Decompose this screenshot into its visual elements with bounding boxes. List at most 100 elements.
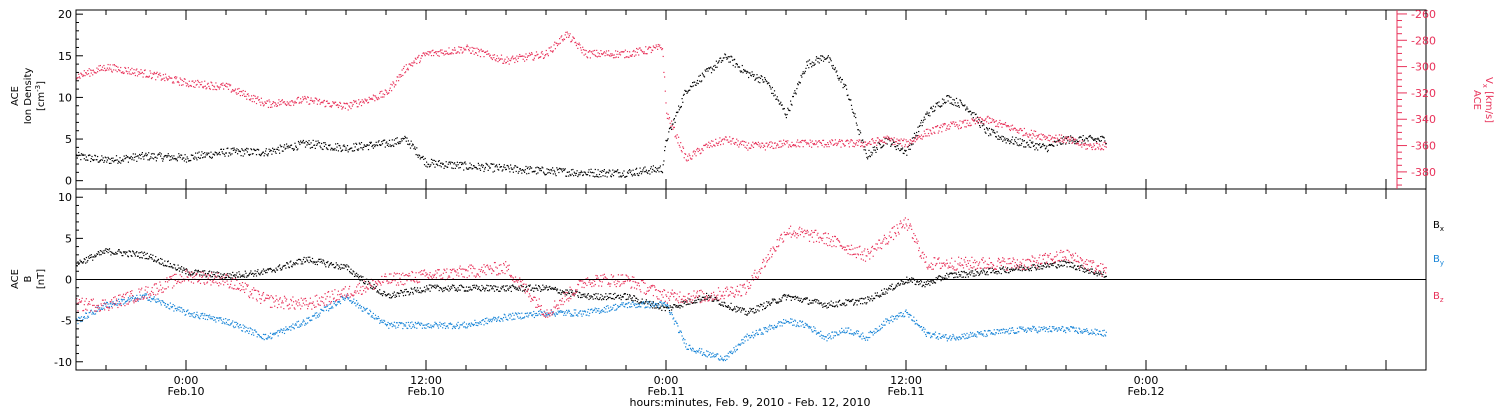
data-point xyxy=(845,299,847,301)
data-point xyxy=(411,321,413,323)
data-point xyxy=(188,160,190,162)
data-point xyxy=(581,52,583,54)
data-point xyxy=(176,269,178,271)
data-point xyxy=(239,151,241,153)
data-point xyxy=(269,106,272,109)
data-point xyxy=(682,101,684,103)
data-point xyxy=(213,153,215,155)
data-point xyxy=(756,305,758,307)
data-point xyxy=(511,285,513,287)
data-point xyxy=(390,83,392,85)
data-point xyxy=(699,295,701,297)
data-point xyxy=(519,289,521,291)
data-point xyxy=(374,287,377,289)
data-point xyxy=(880,295,882,297)
data-point xyxy=(830,143,832,145)
data-point xyxy=(811,146,813,148)
data-point xyxy=(563,169,565,172)
data-point xyxy=(398,295,400,297)
data-point xyxy=(137,255,139,257)
data-point xyxy=(209,274,211,277)
data-point xyxy=(976,120,979,122)
data-point xyxy=(202,87,204,89)
data-point xyxy=(733,308,735,310)
data-point xyxy=(274,105,276,107)
data-point xyxy=(679,307,681,309)
data-point xyxy=(93,71,95,73)
data-point xyxy=(509,285,511,287)
data-point xyxy=(857,141,860,143)
data-point xyxy=(905,139,907,141)
data-point xyxy=(381,319,383,321)
data-point xyxy=(1025,132,1027,135)
data-point xyxy=(867,298,869,300)
data-point xyxy=(636,47,638,50)
data-point xyxy=(297,96,299,99)
data-point xyxy=(549,47,551,49)
data-point xyxy=(402,137,404,140)
data-point xyxy=(510,58,512,60)
data-point xyxy=(202,86,204,88)
data-point xyxy=(397,76,399,78)
data-point xyxy=(892,140,895,142)
data-point xyxy=(143,155,146,157)
data-point xyxy=(96,67,98,69)
data-point xyxy=(402,138,405,140)
data-point xyxy=(730,55,732,57)
data-point xyxy=(626,293,629,296)
data-point xyxy=(761,303,763,306)
data-point xyxy=(731,56,733,58)
data-point xyxy=(238,150,240,152)
data-point xyxy=(89,75,91,77)
data-point xyxy=(1088,135,1091,137)
data-point xyxy=(472,284,474,287)
data-point xyxy=(268,268,270,270)
data-point xyxy=(186,310,188,312)
data-point xyxy=(419,287,421,289)
data-point xyxy=(82,262,84,264)
data-point xyxy=(654,46,656,49)
data-point xyxy=(370,98,372,100)
data-point xyxy=(503,166,505,168)
data-point xyxy=(765,306,767,308)
data-point xyxy=(871,295,873,297)
data-point xyxy=(483,56,485,58)
data-point xyxy=(405,71,407,73)
data-point xyxy=(437,325,439,327)
data-point xyxy=(766,305,769,307)
data-point xyxy=(580,47,582,49)
data-point xyxy=(516,287,518,289)
data-point xyxy=(678,144,680,146)
data-point xyxy=(1092,146,1094,148)
data-point xyxy=(444,165,447,167)
data-point xyxy=(832,64,834,67)
data-point xyxy=(388,293,390,295)
data-point xyxy=(207,315,209,317)
data-point xyxy=(617,50,619,53)
data-point xyxy=(746,314,748,316)
data-point xyxy=(465,286,468,288)
data-point xyxy=(379,320,381,322)
data-point xyxy=(1035,267,1037,269)
data-point xyxy=(1011,269,1014,272)
data-point xyxy=(876,292,878,294)
data-point xyxy=(469,324,471,326)
data-point xyxy=(561,39,563,41)
data-point xyxy=(609,170,611,172)
data-point xyxy=(637,299,639,301)
data-point xyxy=(373,144,375,146)
data-point xyxy=(409,291,412,294)
data-point xyxy=(643,51,645,53)
data-point xyxy=(225,152,227,154)
data-point xyxy=(290,265,293,267)
data-point xyxy=(413,60,415,62)
data-point xyxy=(428,284,430,286)
data-point xyxy=(547,289,549,291)
data-point xyxy=(441,323,443,325)
data-point xyxy=(836,143,839,145)
data-point xyxy=(576,43,578,45)
data-point xyxy=(1028,268,1030,271)
data-point xyxy=(406,327,408,329)
data-point xyxy=(991,118,993,120)
data-point xyxy=(430,327,433,329)
